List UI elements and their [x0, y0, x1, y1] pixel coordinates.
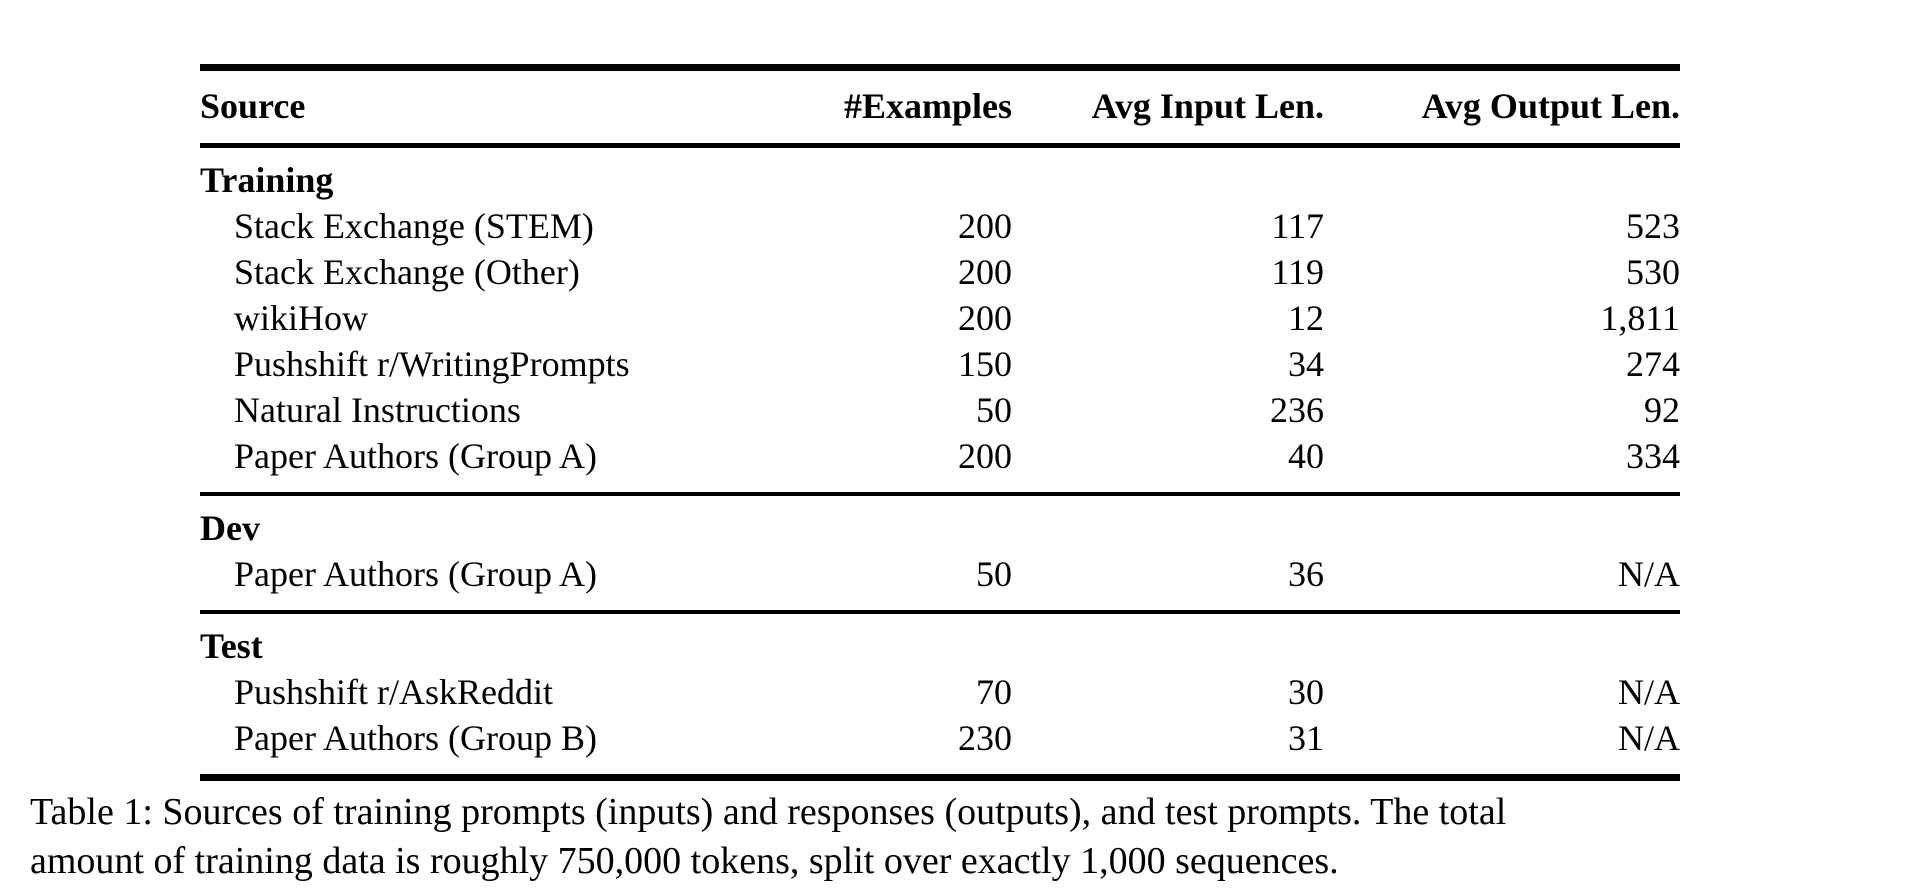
- table-row: Paper Authors (Group B) 230 31 N/A: [200, 715, 1680, 778]
- section-label-row: Test: [200, 612, 1680, 669]
- table-row: wikiHow 200 12 1,811: [200, 295, 1680, 341]
- examples-cell: 200: [958, 206, 1012, 246]
- table-row: Pushshift r/WritingPrompts 150 34 274: [200, 341, 1680, 387]
- avg-input-len-cell: 119: [1271, 252, 1324, 292]
- avg-input-len-cell: 40: [1288, 436, 1324, 476]
- table-row: Stack Exchange (Other) 200 119 530: [200, 249, 1680, 295]
- section-test: Test Pushshift r/AskReddit 70 30 N/A Pap…: [200, 612, 1680, 778]
- sources-table: Source #Examples Avg Input Len. Avg Outp…: [200, 64, 1680, 781]
- column-header-avg-input-len: Avg Input Len.: [1091, 86, 1324, 126]
- section-training: Training Stack Exchange (STEM) 200 117 5…: [200, 146, 1680, 494]
- table-row: Paper Authors (Group A) 200 40 334: [200, 433, 1680, 494]
- table-row: Stack Exchange (STEM) 200 117 523: [200, 203, 1680, 249]
- section-label-row: Training: [200, 146, 1680, 204]
- examples-cell: 50: [976, 554, 1012, 594]
- empty-cell: [1012, 494, 1324, 551]
- section-label: Dev: [200, 508, 260, 548]
- section-label: Test: [200, 626, 263, 666]
- avg-output-len-cell: 274: [1626, 344, 1680, 384]
- examples-cell: 70: [976, 672, 1012, 712]
- avg-input-len-cell: 31: [1288, 718, 1324, 758]
- empty-cell: [1012, 612, 1324, 669]
- avg-output-len-cell: N/A: [1618, 672, 1680, 712]
- avg-input-len-cell: 236: [1270, 390, 1324, 430]
- examples-cell: 150: [958, 344, 1012, 384]
- avg-output-len-cell: 334: [1626, 436, 1680, 476]
- avg-input-len-cell: 12: [1288, 298, 1324, 338]
- avg-output-len-cell: 530: [1626, 252, 1680, 292]
- table-row: Paper Authors (Group A) 50 36 N/A: [200, 551, 1680, 612]
- column-header-avg-output-len: Avg Output Len.: [1421, 86, 1680, 126]
- avg-input-len-cell: 117: [1271, 206, 1324, 246]
- source-cell: wikiHow: [234, 298, 368, 338]
- avg-input-len-cell: 36: [1288, 554, 1324, 594]
- examples-cell: 50: [976, 390, 1012, 430]
- empty-cell: [1012, 146, 1324, 204]
- source-cell: Pushshift r/WritingPrompts: [234, 344, 630, 384]
- table-row: Natural Instructions 50 236 92: [200, 387, 1680, 433]
- avg-output-len-cell: 92: [1644, 390, 1680, 430]
- table-header: Source #Examples Avg Input Len. Avg Outp…: [200, 67, 1680, 146]
- examples-cell: 200: [958, 436, 1012, 476]
- empty-cell: [1324, 612, 1680, 669]
- avg-input-len-cell: 30: [1288, 672, 1324, 712]
- empty-cell: [740, 146, 1012, 204]
- examples-cell: 200: [958, 298, 1012, 338]
- header-row: Source #Examples Avg Input Len. Avg Outp…: [200, 68, 1680, 146]
- caption-line-2: amount of training data is roughly 750,0…: [30, 840, 1339, 882]
- source-cell: Natural Instructions: [234, 390, 521, 430]
- source-cell: Stack Exchange (Other): [234, 252, 580, 292]
- avg-input-len-cell: 34: [1288, 344, 1324, 384]
- source-cell: Paper Authors (Group A): [234, 554, 597, 594]
- table-caption: Table 1: Sources of training prompts (in…: [30, 788, 1916, 886]
- examples-cell: 200: [958, 252, 1012, 292]
- empty-cell: [740, 612, 1012, 669]
- column-header-examples: #Examples: [843, 86, 1012, 126]
- avg-output-len-cell: 523: [1626, 206, 1680, 246]
- source-cell: Pushshift r/AskReddit: [234, 672, 554, 712]
- section-dev: Dev Paper Authors (Group A) 50 36 N/A: [200, 494, 1680, 612]
- avg-output-len-cell: 1,811: [1600, 298, 1680, 338]
- examples-cell: 230: [958, 718, 1012, 758]
- column-header-source: Source: [200, 86, 306, 126]
- empty-cell: [1324, 494, 1680, 551]
- source-cell: Paper Authors (Group A): [234, 436, 597, 476]
- avg-output-len-cell: N/A: [1618, 718, 1680, 758]
- section-label: Training: [200, 160, 334, 200]
- source-cell: Paper Authors (Group B): [234, 718, 597, 758]
- table-row: Pushshift r/AskReddit 70 30 N/A: [200, 669, 1680, 715]
- caption-line-1: Table 1: Sources of training prompts (in…: [30, 791, 1507, 833]
- empty-cell: [1324, 146, 1680, 204]
- avg-output-len-cell: N/A: [1618, 554, 1680, 594]
- empty-cell: [740, 494, 1012, 551]
- section-label-row: Dev: [200, 494, 1680, 551]
- source-cell: Stack Exchange (STEM): [234, 206, 594, 246]
